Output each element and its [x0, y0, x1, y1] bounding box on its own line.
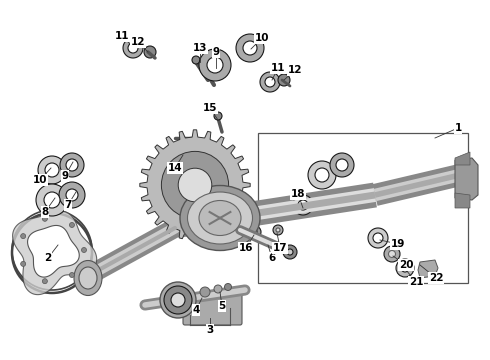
- Circle shape: [66, 189, 78, 201]
- Circle shape: [278, 74, 290, 86]
- Ellipse shape: [199, 201, 241, 235]
- Text: 2: 2: [45, 253, 51, 263]
- Text: 10: 10: [255, 33, 269, 43]
- Circle shape: [207, 57, 223, 73]
- Ellipse shape: [74, 261, 102, 296]
- Text: 12: 12: [288, 65, 302, 75]
- Text: 8: 8: [41, 207, 49, 217]
- Circle shape: [330, 153, 354, 177]
- Text: 22: 22: [429, 273, 443, 283]
- Circle shape: [21, 234, 25, 239]
- Circle shape: [265, 77, 275, 87]
- Circle shape: [200, 62, 208, 70]
- Circle shape: [66, 159, 78, 171]
- Circle shape: [38, 156, 66, 184]
- Text: 3: 3: [206, 325, 214, 335]
- Circle shape: [164, 286, 192, 314]
- Text: 15: 15: [203, 103, 217, 113]
- Text: 16: 16: [239, 243, 253, 253]
- Circle shape: [236, 34, 264, 62]
- Text: 18: 18: [291, 189, 305, 199]
- Circle shape: [21, 261, 25, 266]
- Circle shape: [161, 152, 229, 219]
- Polygon shape: [13, 211, 97, 294]
- Circle shape: [384, 246, 400, 262]
- Circle shape: [59, 182, 85, 208]
- Circle shape: [243, 41, 257, 55]
- Circle shape: [214, 285, 222, 293]
- Circle shape: [401, 264, 409, 272]
- Circle shape: [192, 56, 200, 64]
- Circle shape: [283, 245, 297, 259]
- Circle shape: [128, 43, 138, 53]
- Polygon shape: [418, 260, 438, 278]
- Text: 20: 20: [399, 260, 413, 270]
- Ellipse shape: [180, 185, 260, 251]
- Circle shape: [160, 282, 196, 318]
- Text: 9: 9: [61, 171, 69, 181]
- Circle shape: [308, 161, 336, 189]
- Text: 21: 21: [409, 277, 423, 287]
- Text: 10: 10: [33, 175, 47, 185]
- Text: 17: 17: [273, 243, 287, 253]
- Circle shape: [276, 228, 280, 232]
- Circle shape: [293, 195, 313, 215]
- Text: 11: 11: [115, 31, 129, 41]
- Circle shape: [42, 216, 48, 221]
- Circle shape: [368, 228, 388, 248]
- Circle shape: [42, 279, 48, 284]
- Circle shape: [273, 225, 283, 235]
- Circle shape: [45, 163, 59, 177]
- Circle shape: [336, 159, 348, 171]
- Circle shape: [287, 249, 293, 255]
- Circle shape: [389, 251, 395, 257]
- Bar: [258, 133, 468, 283]
- Polygon shape: [455, 152, 470, 165]
- Circle shape: [60, 153, 84, 177]
- Text: 11: 11: [271, 63, 285, 73]
- Circle shape: [199, 49, 231, 81]
- Text: 7: 7: [64, 200, 72, 210]
- Circle shape: [81, 248, 87, 252]
- Circle shape: [298, 200, 308, 210]
- Circle shape: [373, 233, 383, 243]
- Circle shape: [224, 284, 231, 291]
- Polygon shape: [27, 225, 79, 277]
- Circle shape: [123, 38, 143, 58]
- Text: 4: 4: [192, 305, 200, 315]
- Text: 9: 9: [213, 47, 220, 57]
- Circle shape: [252, 230, 258, 234]
- Circle shape: [144, 46, 156, 58]
- Text: 19: 19: [391, 239, 405, 249]
- Text: 1: 1: [454, 123, 462, 133]
- Ellipse shape: [79, 267, 97, 289]
- Circle shape: [396, 259, 414, 277]
- Ellipse shape: [188, 192, 252, 244]
- Text: 6: 6: [269, 253, 275, 263]
- Text: 13: 13: [193, 43, 207, 53]
- Polygon shape: [140, 130, 250, 240]
- Circle shape: [36, 184, 68, 216]
- Circle shape: [171, 293, 185, 307]
- Text: 14: 14: [168, 163, 182, 173]
- FancyBboxPatch shape: [183, 293, 242, 325]
- Circle shape: [70, 222, 74, 228]
- Circle shape: [178, 168, 212, 202]
- Text: 5: 5: [219, 301, 225, 311]
- Polygon shape: [455, 193, 470, 208]
- Circle shape: [70, 273, 74, 278]
- Circle shape: [315, 168, 329, 182]
- Circle shape: [214, 112, 222, 120]
- Text: 12: 12: [131, 37, 145, 47]
- Circle shape: [200, 287, 210, 297]
- Circle shape: [44, 192, 60, 208]
- Circle shape: [260, 72, 280, 92]
- Circle shape: [249, 226, 261, 238]
- Polygon shape: [455, 158, 478, 200]
